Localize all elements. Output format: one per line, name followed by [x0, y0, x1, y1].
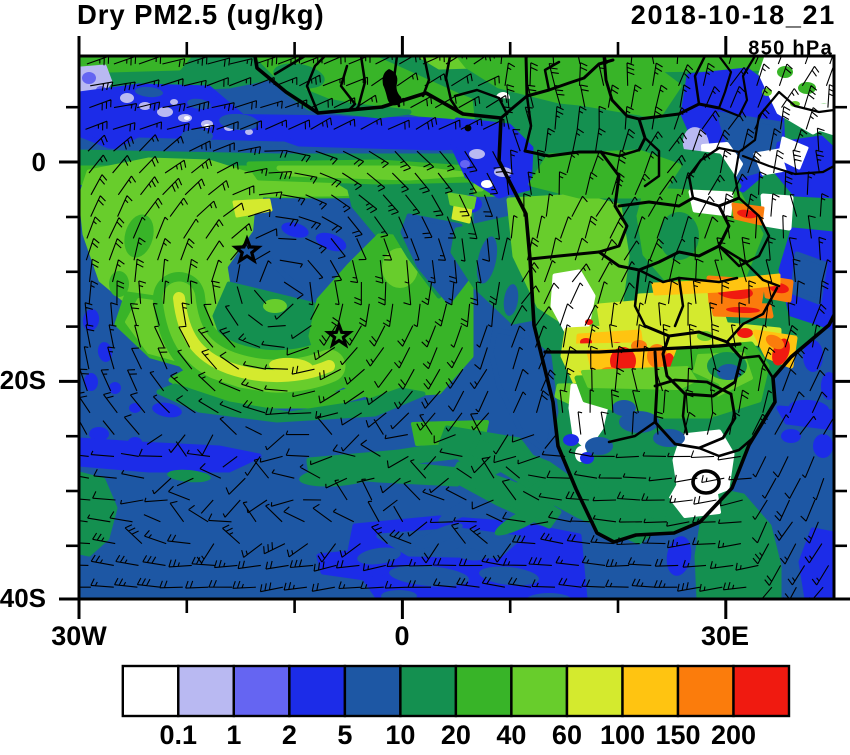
svg-text:150: 150 — [655, 720, 700, 750]
svg-text:0: 0 — [32, 147, 46, 177]
svg-text:5: 5 — [337, 720, 352, 750]
svg-text:60: 60 — [552, 720, 582, 750]
svg-text:Dry PM2.5 (ug/kg): Dry PM2.5 (ug/kg) — [77, 0, 325, 30]
svg-text:30W: 30W — [51, 621, 107, 651]
svg-text:40: 40 — [496, 720, 526, 750]
svg-text:100: 100 — [600, 720, 645, 750]
svg-text:2: 2 — [282, 720, 297, 750]
svg-text:850 hPa: 850 hPa — [748, 38, 833, 60]
svg-text:200: 200 — [711, 720, 756, 750]
svg-text:0: 0 — [394, 621, 409, 651]
svg-text:1: 1 — [226, 720, 241, 750]
svg-text:10: 10 — [385, 720, 415, 750]
svg-text:40S: 40S — [0, 583, 46, 613]
svg-text:0.1: 0.1 — [160, 720, 198, 750]
svg-text:30E: 30E — [701, 621, 749, 651]
svg-text:2018-10-18_21: 2018-10-18_21 — [631, 0, 836, 30]
svg-text:20S: 20S — [0, 365, 46, 395]
svg-text:20: 20 — [441, 720, 471, 750]
